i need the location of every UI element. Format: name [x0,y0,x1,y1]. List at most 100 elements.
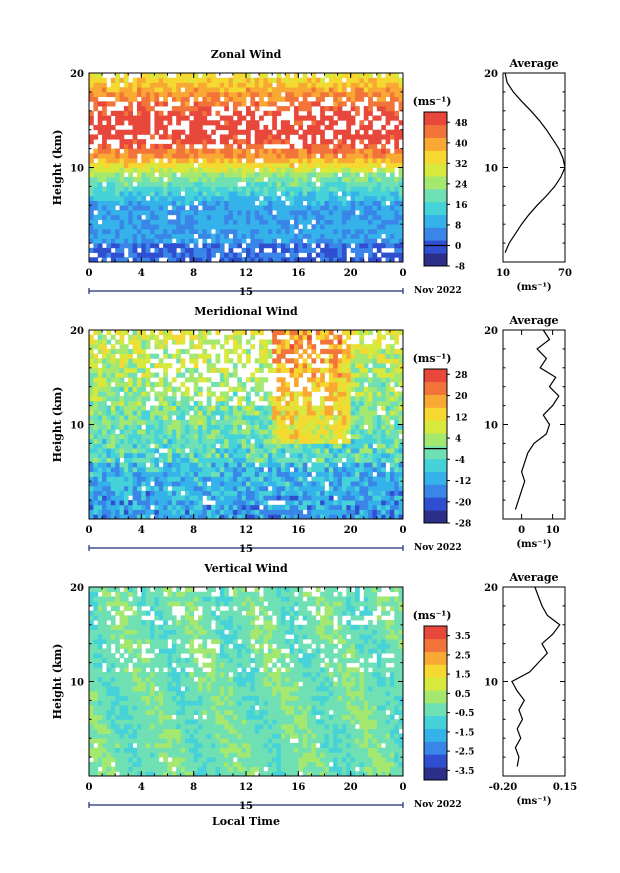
heatmap-cell [123,514,129,520]
heatmap-cell [163,386,168,392]
heatmap-cell [324,500,330,506]
heatmap-cell [228,495,234,501]
heatmap-cell [176,110,181,116]
heatmap-cell [368,405,373,411]
heatmap-cell [193,191,199,197]
heatmap-cell [163,91,168,98]
heatmap-cell [246,419,251,425]
heatmap-cell [180,457,186,463]
heatmap-cell [211,101,216,107]
heatmap-cell [136,129,142,135]
heatmap-cell [263,509,269,515]
heatmap-cell [215,219,221,225]
heatmap-cell [123,452,129,458]
heatmap-cell [320,396,325,402]
heatmap-cell [141,495,147,501]
heatmap-cell [132,167,138,173]
heatmap-cell [198,106,203,112]
heatmap-cell [193,476,199,482]
heatmap-cell [132,257,138,263]
heatmap-cell [219,443,225,449]
heatmap-cell [254,490,260,496]
heatmap-cell [280,424,286,430]
heatmap-cell [184,514,190,520]
heatmap-cell [163,377,168,383]
heatmap-cell [285,438,291,444]
heatmap-cell [259,448,264,454]
heatmap-cell [202,452,208,458]
heatmap-cell [202,353,208,359]
heatmap-cell [341,353,347,359]
heatmap-cell [302,481,308,487]
heatmap-cell [136,115,142,121]
heatmap-cell [285,485,291,492]
heatmap-cell [123,139,129,145]
heatmap-cell [215,176,221,183]
heatmap-cell [232,467,238,473]
heatmap-cell [202,243,208,249]
heatmap-cell [394,243,400,249]
heatmap-cell [250,233,256,239]
heatmap-cell [224,120,229,126]
heatmap-cell [219,158,225,164]
heatmap-cell [307,205,312,211]
heatmap-cell [385,429,391,435]
heatmap-cell [97,495,103,501]
heatmap-cell [193,120,199,126]
heatmap-cell [154,410,160,416]
heatmap-cell [398,247,404,253]
heatmap-cell [93,224,99,230]
heatmap-cell [215,124,221,131]
heatmap-cell [102,353,107,359]
heatmap-cell [163,396,168,402]
heatmap-cell [267,214,273,220]
heatmap-cell [389,490,395,496]
heatmap-cell [145,467,151,473]
heatmap-cell [154,481,160,487]
heatmap-cell [394,200,400,206]
heatmap-cell [102,257,107,263]
heatmap-cell [193,509,199,515]
heatmap-cell [272,238,277,244]
heatmap-cell [372,509,378,515]
heatmap-cell [359,396,365,402]
heatmap-cell [376,443,382,449]
heatmap-cell [346,120,352,126]
heatmap-cell [280,181,286,187]
heatmap-cell [372,101,378,107]
heatmap-cell [154,438,160,444]
heatmap-cell [206,448,212,454]
heatmap-cell [263,485,269,492]
heatmap-cell [89,467,94,473]
heatmap-cell [381,181,386,187]
heatmap-cell [176,367,181,373]
heatmap-cell [198,87,203,93]
heatmap-cell [267,82,273,88]
heatmap-cell [381,153,386,159]
colorbar-swatch [424,137,447,151]
heatmap-cell [89,210,94,216]
heatmap-cell [333,110,338,116]
heatmap-cell [368,172,373,178]
heatmap-cell [394,87,400,93]
heatmap-cell [368,344,373,350]
heatmap-cell [394,162,400,168]
heatmap-cell [280,353,286,359]
heatmap-cell [180,348,186,355]
heatmap-cell [320,87,325,93]
heatmap-cell [328,433,334,440]
heatmap-cell [376,96,382,102]
heatmap-cell [363,330,369,336]
heatmap-cell [184,433,190,440]
heatmap-cell [333,334,338,340]
heatmap-cell [285,82,291,88]
heatmap-cell [302,233,308,239]
heatmap-cell [368,233,373,239]
heatmap-cell [211,363,216,369]
heatmap-cell [372,424,378,430]
heatmap-cell [119,238,125,244]
heatmap-cell [259,181,264,187]
heatmap-cell [311,238,317,244]
heatmap-cell [128,214,134,220]
heatmap-cell [189,330,195,336]
